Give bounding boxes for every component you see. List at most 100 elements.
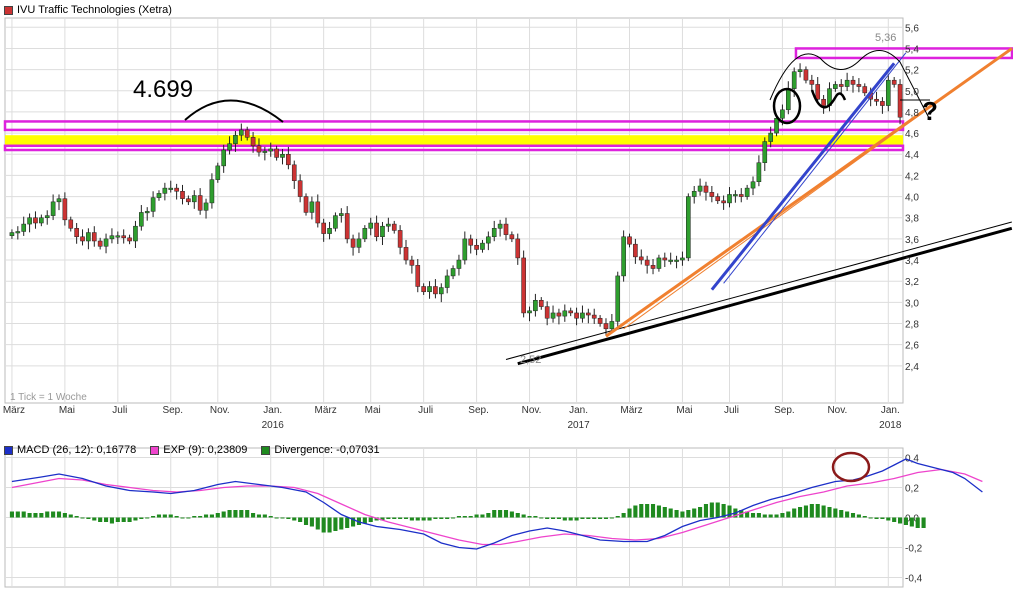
candle [209, 173, 215, 209]
divergence-bar [156, 514, 162, 518]
candle-body [327, 228, 332, 234]
candle [321, 218, 326, 242]
candle-body [415, 265, 421, 287]
divergence-bar [9, 511, 14, 518]
divergence-bar [162, 514, 167, 518]
candle-body [27, 217, 32, 225]
candle-body [768, 132, 773, 142]
circle-mark [772, 87, 802, 125]
candle-body [597, 317, 603, 324]
candle [403, 239, 409, 265]
candle [91, 226, 97, 247]
candle-body [650, 265, 656, 269]
candle [156, 190, 162, 201]
candle [215, 162, 221, 183]
candle-body [403, 247, 409, 261]
candle-body [303, 196, 309, 213]
candle [838, 79, 844, 94]
divergence-bar [792, 508, 797, 518]
candle [862, 83, 868, 97]
candle-body [186, 198, 191, 203]
x-tick-label: Juli [112, 405, 127, 416]
high-label: 5,36 [875, 32, 896, 44]
candle [491, 220, 497, 242]
candle [568, 307, 573, 317]
divergence-bar [562, 517, 567, 521]
candle [556, 308, 562, 325]
candle [233, 130, 238, 152]
divergence-bar [80, 517, 85, 519]
candle-body [756, 162, 762, 183]
candle-body [609, 321, 615, 330]
candle [62, 192, 68, 226]
y-tick-label: 2,4 [905, 362, 919, 373]
divergence-bar [456, 516, 461, 518]
candle-body [644, 259, 650, 266]
divergence-bar [745, 511, 750, 518]
candle-body [738, 194, 744, 197]
check-mark [810, 89, 847, 109]
candle [391, 220, 397, 234]
candle-body [56, 198, 62, 203]
candle-body [286, 153, 291, 166]
candle [456, 254, 462, 276]
divergence-bar [727, 505, 732, 518]
divergence-bar [98, 517, 103, 522]
candle-body [697, 185, 703, 192]
candle-body [127, 237, 132, 242]
divergence-bar [515, 513, 520, 518]
y-tick-label: 3,4 [905, 256, 919, 267]
candle-body [221, 149, 226, 167]
candle-body [844, 79, 850, 87]
candle-body [550, 312, 556, 319]
year-label: 2016 [262, 420, 285, 431]
price-panel-frame [4, 17, 904, 404]
candle-body [780, 109, 785, 119]
x-tick-label: Mai [676, 405, 692, 416]
divergence-bar [362, 517, 367, 524]
candle [144, 207, 150, 221]
y-tick-label: 2,6 [905, 341, 919, 352]
candle-body [150, 197, 156, 212]
candle [721, 195, 726, 210]
divergence-bar [327, 517, 332, 533]
divergence-bar [280, 517, 285, 519]
divergence-bar [645, 504, 650, 518]
candle-body [344, 213, 350, 240]
candle-body [280, 153, 285, 158]
legend-macd-swatch [4, 445, 13, 455]
divergence-bar [898, 517, 903, 524]
candle [574, 307, 579, 326]
divergence-bar [568, 517, 573, 521]
divergence-bar [592, 517, 597, 519]
divergence-bar [345, 517, 350, 528]
divergence-bar [451, 517, 456, 519]
candle-body [356, 238, 362, 248]
candle [591, 308, 597, 324]
divergence-bar [151, 516, 156, 518]
candle [603, 318, 609, 336]
candle-body [527, 310, 532, 314]
candle-body [762, 141, 768, 163]
divergence-bar [509, 511, 514, 518]
divergence-bar [303, 517, 309, 525]
divergence-bar [56, 511, 62, 518]
divergence-bar [198, 516, 203, 518]
candle-body [503, 223, 509, 235]
divergence-bar [780, 513, 785, 518]
candle [291, 160, 297, 189]
candle-body [97, 240, 103, 247]
candle [768, 126, 773, 148]
divergence-bar [880, 517, 885, 519]
candle-body [509, 234, 515, 240]
candle [27, 213, 32, 233]
candle [650, 258, 656, 275]
candle-body [556, 312, 562, 317]
candle [515, 233, 521, 265]
candle-body [215, 165, 221, 180]
y-tick-label: 4,2 [905, 171, 919, 182]
x-tick-label: Nov. [522, 405, 542, 416]
candle [9, 229, 15, 239]
divergence-bar [356, 517, 362, 525]
x-tick-label: Jan. [881, 405, 900, 416]
